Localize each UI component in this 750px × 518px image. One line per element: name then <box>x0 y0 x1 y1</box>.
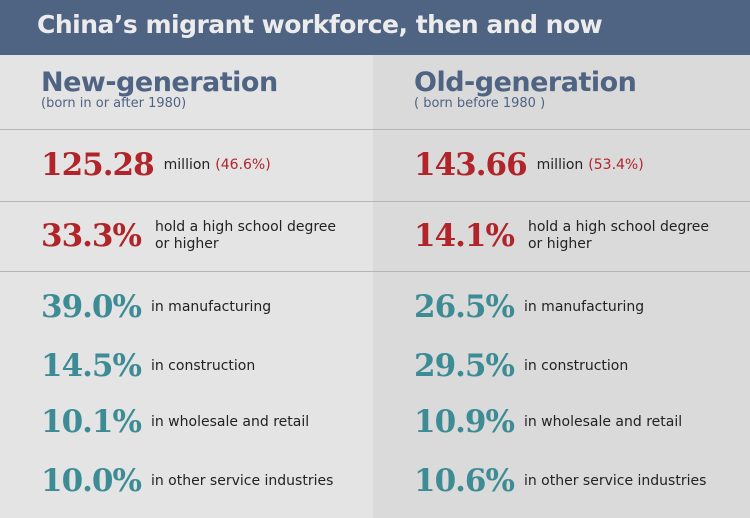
sector-label: in wholesale and retail <box>523 413 683 430</box>
education-value: 33.3% <box>41 218 142 254</box>
sector-label: in other service industries <box>523 472 707 489</box>
sector-row: 10.9% in wholesale and retail <box>414 402 682 442</box>
generation-title: New-generation <box>41 67 278 98</box>
sector-label: in construction <box>150 357 256 374</box>
sector-value: 39.0% <box>41 289 142 325</box>
sector-label: in manufacturing <box>150 298 272 315</box>
title-bar: China’s migrant workforce, then and now <box>0 0 750 55</box>
generation-subtitle: (born in or after 1980) <box>41 96 187 111</box>
old-generation-column: Old-generation ( born before 1980 ) 143.… <box>373 55 750 518</box>
divider <box>0 271 750 272</box>
population-unit: million <box>536 156 584 173</box>
education-label: hold a high school degree <box>527 219 710 235</box>
sector-row: 39.0% in manufacturing <box>41 287 271 327</box>
sector-value: 29.5% <box>414 348 515 384</box>
education-label: hold a high school degree <box>154 219 337 235</box>
sector-row: 10.0% in other service industries <box>41 461 333 501</box>
generation-header: Old-generation ( born before 1980 ) <box>414 67 637 111</box>
sector-value: 26.5% <box>414 289 515 325</box>
sector-label: in manufacturing <box>523 298 645 315</box>
sector-label: in wholesale and retail <box>150 413 310 430</box>
population-share: (46.6%) <box>215 157 271 173</box>
sector-value: 10.9% <box>414 404 515 440</box>
education-row: 33.3% hold a high school degree or higher <box>41 216 336 256</box>
page-title: China’s migrant workforce, then and now <box>37 10 603 39</box>
sector-row: 29.5% in construction <box>414 346 628 386</box>
population-row: 125.28 million (46.6%) <box>41 145 271 185</box>
education-value: 14.1% <box>414 218 515 254</box>
education-label: or higher <box>527 236 592 252</box>
population-row: 143.66 million (53.4%) <box>414 145 644 185</box>
sector-value: 10.1% <box>41 404 142 440</box>
sector-value: 10.0% <box>41 463 142 499</box>
sector-row: 10.1% in wholesale and retail <box>41 402 309 442</box>
sector-value: 14.5% <box>41 348 142 384</box>
sector-row: 26.5% in manufacturing <box>414 287 644 327</box>
new-generation-column: New-generation (born in or after 1980) 1… <box>0 55 373 518</box>
sector-value: 10.6% <box>414 463 515 499</box>
population-value: 143.66 <box>414 147 528 183</box>
population-unit: million <box>163 156 211 173</box>
generation-title: Old-generation <box>414 67 637 98</box>
divider <box>0 201 750 202</box>
sector-label: in other service industries <box>150 472 334 489</box>
generation-subtitle: ( born before 1980 ) <box>414 96 546 111</box>
education-label: or higher <box>154 236 219 252</box>
sector-label: in construction <box>523 357 629 374</box>
population-share: (53.4%) <box>588 157 644 173</box>
education-row: 14.1% hold a high school degree or higher <box>414 216 709 256</box>
sector-row: 10.6% in other service industries <box>414 461 706 501</box>
population-value: 125.28 <box>41 147 155 183</box>
generation-header: New-generation (born in or after 1980) <box>41 67 278 111</box>
sector-row: 14.5% in construction <box>41 346 255 386</box>
divider <box>0 129 750 130</box>
